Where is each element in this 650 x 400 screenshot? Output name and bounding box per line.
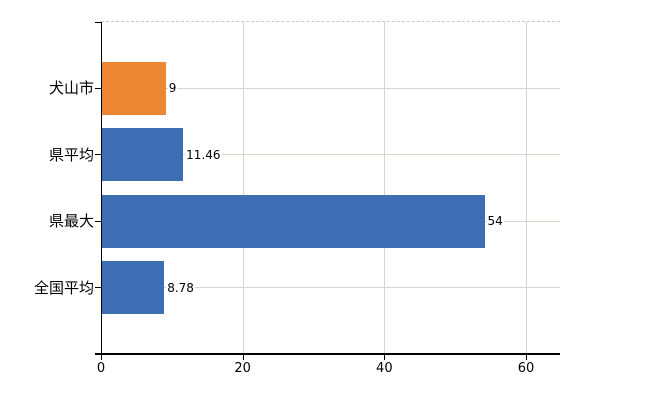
bar xyxy=(102,261,165,315)
bar xyxy=(102,194,485,248)
bar xyxy=(102,61,166,115)
category-label: 県最大 xyxy=(48,212,94,231)
bar-value-label: 9 xyxy=(167,80,178,97)
category-tick xyxy=(95,154,101,156)
category-tick xyxy=(95,287,101,289)
category-gridline xyxy=(101,287,560,289)
y-axis-line xyxy=(100,22,102,354)
category-label: 犬山市 xyxy=(48,79,94,98)
bar-value-label: 54 xyxy=(486,213,504,230)
category-gridline xyxy=(101,87,560,89)
bar-value-label: 8.78 xyxy=(166,279,195,296)
plot-top-border xyxy=(101,21,560,22)
x-tick xyxy=(242,354,244,360)
x-tick xyxy=(526,354,527,360)
x-gridline xyxy=(384,22,386,354)
y-axis-top-tick xyxy=(95,22,101,23)
x-gridline xyxy=(242,22,244,354)
category-label: 全国平均 xyxy=(33,278,94,297)
x-gridline xyxy=(526,22,527,354)
x-tick-label: 0 xyxy=(96,361,106,376)
category-tick xyxy=(95,220,101,222)
category-label: 県平均 xyxy=(48,145,94,164)
x-axis-line xyxy=(95,353,560,355)
x-tick xyxy=(384,354,386,360)
category-gridline xyxy=(101,154,560,156)
x-tick-label: 60 xyxy=(517,361,535,376)
x-tick-label: 40 xyxy=(376,361,393,376)
bar xyxy=(102,128,184,182)
x-tick xyxy=(101,354,102,360)
category-tick xyxy=(95,87,101,89)
x-tick-label: 20 xyxy=(234,361,251,376)
bar-value-label: 11.46 xyxy=(185,146,222,163)
